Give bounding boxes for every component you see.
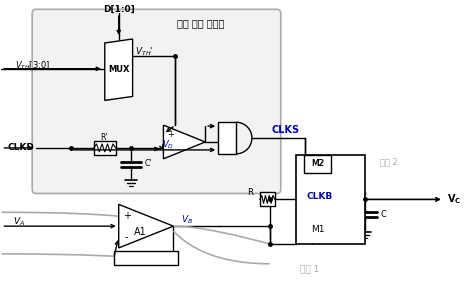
Text: $V_{TH}$': $V_{TH}$' (135, 46, 154, 58)
Text: $\mathbf{V_C}$: $\mathbf{V_C}$ (447, 192, 461, 206)
Bar (304, 155, 332, 173)
Text: A1: A1 (134, 227, 147, 237)
Text: 경로 1: 경로 1 (300, 264, 319, 273)
Text: M2: M2 (311, 159, 324, 168)
Text: 경로 2: 경로 2 (380, 157, 398, 166)
Text: CLKB: CLKB (307, 192, 333, 201)
Text: C': C' (145, 159, 152, 168)
FancyArrowPatch shape (324, 166, 367, 198)
Text: 제어 펄스 발생기: 제어 펄스 발생기 (176, 18, 224, 28)
Text: CLKS: CLKS (272, 125, 300, 135)
Text: MUX: MUX (108, 65, 130, 74)
Bar (94, 141, 116, 155)
Bar (218, 122, 236, 154)
Text: -: - (169, 145, 172, 154)
Text: $V_B$: $V_B$ (181, 214, 193, 226)
Polygon shape (105, 39, 132, 100)
Text: +: + (167, 130, 174, 139)
Text: C: C (380, 210, 386, 219)
Bar (296, 155, 365, 244)
Text: CLKD: CLKD (8, 143, 35, 152)
Bar (114, 251, 178, 265)
Text: +: + (123, 211, 131, 221)
Polygon shape (164, 125, 205, 159)
Text: $V_A$: $V_A$ (13, 216, 26, 228)
Bar (260, 192, 275, 206)
Text: R': R' (100, 133, 107, 142)
Text: $V_D$: $V_D$ (162, 139, 175, 151)
Text: -: - (125, 232, 128, 242)
Polygon shape (119, 204, 174, 248)
Text: M2: M2 (311, 159, 324, 168)
Text: R: R (247, 188, 253, 197)
Text: D[1:0]: D[1:0] (103, 5, 135, 14)
Text: M1: M1 (311, 225, 324, 234)
FancyBboxPatch shape (32, 9, 281, 194)
Text: $V_{TH}$[3:0]: $V_{TH}$[3:0] (15, 60, 51, 72)
